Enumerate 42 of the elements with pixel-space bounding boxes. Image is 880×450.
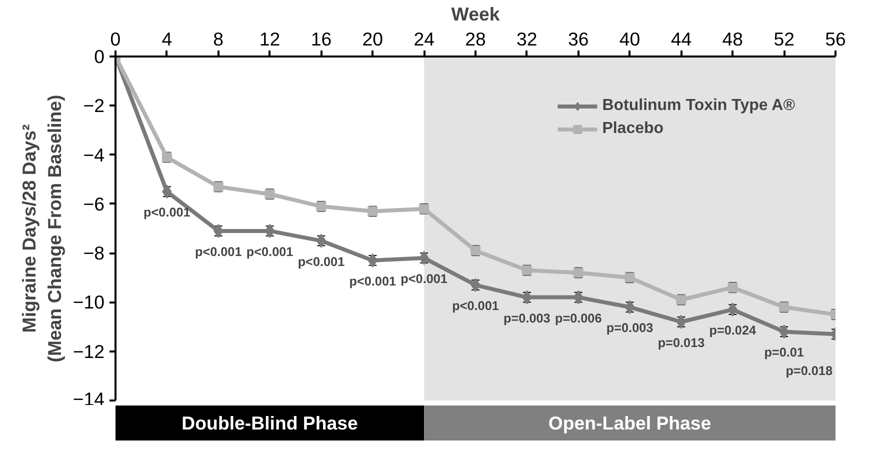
annotation: p=0.003 xyxy=(606,321,654,336)
annotation: p=0.01 xyxy=(764,346,804,360)
annotation: p<0.001 xyxy=(194,244,242,259)
y-axis-title: Migraine Days/28 Days² (Mean Change From Baseline) xyxy=(18,94,65,362)
y-tick-label: −2 xyxy=(83,95,105,116)
x-tick-label: 24 xyxy=(414,28,434,50)
annotation: p<0.001 xyxy=(144,206,190,220)
y-tick-label: −12 xyxy=(72,340,105,362)
annotation: p<0.001 xyxy=(349,274,396,288)
x-tick-label: 44 xyxy=(670,28,692,50)
text: Double-Blind Phase xyxy=(182,412,358,434)
annotation: p<0.001 xyxy=(400,272,448,286)
x-tick-label: 48 xyxy=(722,28,744,50)
annotation: p<0.001 xyxy=(452,299,499,314)
x-tick-label: 0 xyxy=(110,28,121,50)
y-tick-label: 0 xyxy=(94,46,105,67)
x-tick-label: 56 xyxy=(825,28,846,50)
legend-label: Botulinum Toxin Type A® xyxy=(602,97,795,115)
x-tick-label: 32 xyxy=(516,28,538,50)
annotation: p=0.013 xyxy=(658,336,705,350)
y-tick-label: −10 xyxy=(72,292,105,313)
y-tick-label: −6 xyxy=(83,193,105,214)
x-tick-label: 36 xyxy=(568,28,589,50)
x-tick-label: 52 xyxy=(774,28,794,50)
x-axis-title: Week xyxy=(451,4,500,24)
y-tick-label: −4 xyxy=(83,144,105,166)
annotation: p=0.006 xyxy=(554,311,602,326)
y-tick-label: −8 xyxy=(83,242,105,264)
band-label: Open-Label Phase xyxy=(548,412,712,434)
annotation: p=0.024 xyxy=(709,324,756,338)
annotation: p<0.001 xyxy=(298,254,345,269)
x-tick-label: 8 xyxy=(213,28,224,50)
x-tick-label: 16 xyxy=(310,28,332,50)
x-tick-label: 28 xyxy=(465,28,486,50)
x-tick-label: 4 xyxy=(162,28,172,50)
annotation: p=0.018 xyxy=(786,364,833,378)
annotation: p=0.003 xyxy=(504,311,550,326)
x-tick-label: 40 xyxy=(619,28,640,50)
x-tick-label: 20 xyxy=(362,28,384,50)
x-tick-label: 12 xyxy=(259,28,280,50)
annotation: p<0.001 xyxy=(246,244,294,259)
legend-label: Placebo xyxy=(602,120,664,138)
